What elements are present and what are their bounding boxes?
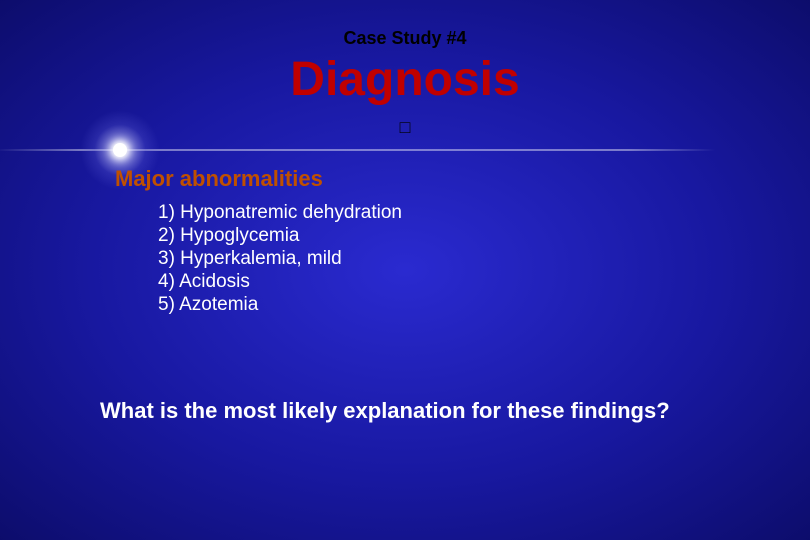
list-item: 3) Hyperkalemia, mild [158,248,402,270]
slide: Case Study #4 Diagnosis □ Major abnormal… [0,0,810,540]
slide-title: Diagnosis [0,52,810,107]
square-glyph: □ [0,117,810,138]
list-item: 2) Hypoglycemia [158,225,402,247]
list-item: 4) Acidosis [158,271,402,293]
list-item: 5) Azotemia [158,294,402,316]
flare-horizontal-line [0,150,715,151]
question-text: What is the most likely explanation for … [100,398,670,424]
abnormalities-list: 1) Hyponatremic dehydration 2) Hypoglyce… [158,202,402,317]
pretitle: Case Study #4 [0,28,810,49]
flare-core [113,143,127,157]
subheading: Major abnormalities [115,166,323,192]
list-item: 1) Hyponatremic dehydration [158,202,402,224]
